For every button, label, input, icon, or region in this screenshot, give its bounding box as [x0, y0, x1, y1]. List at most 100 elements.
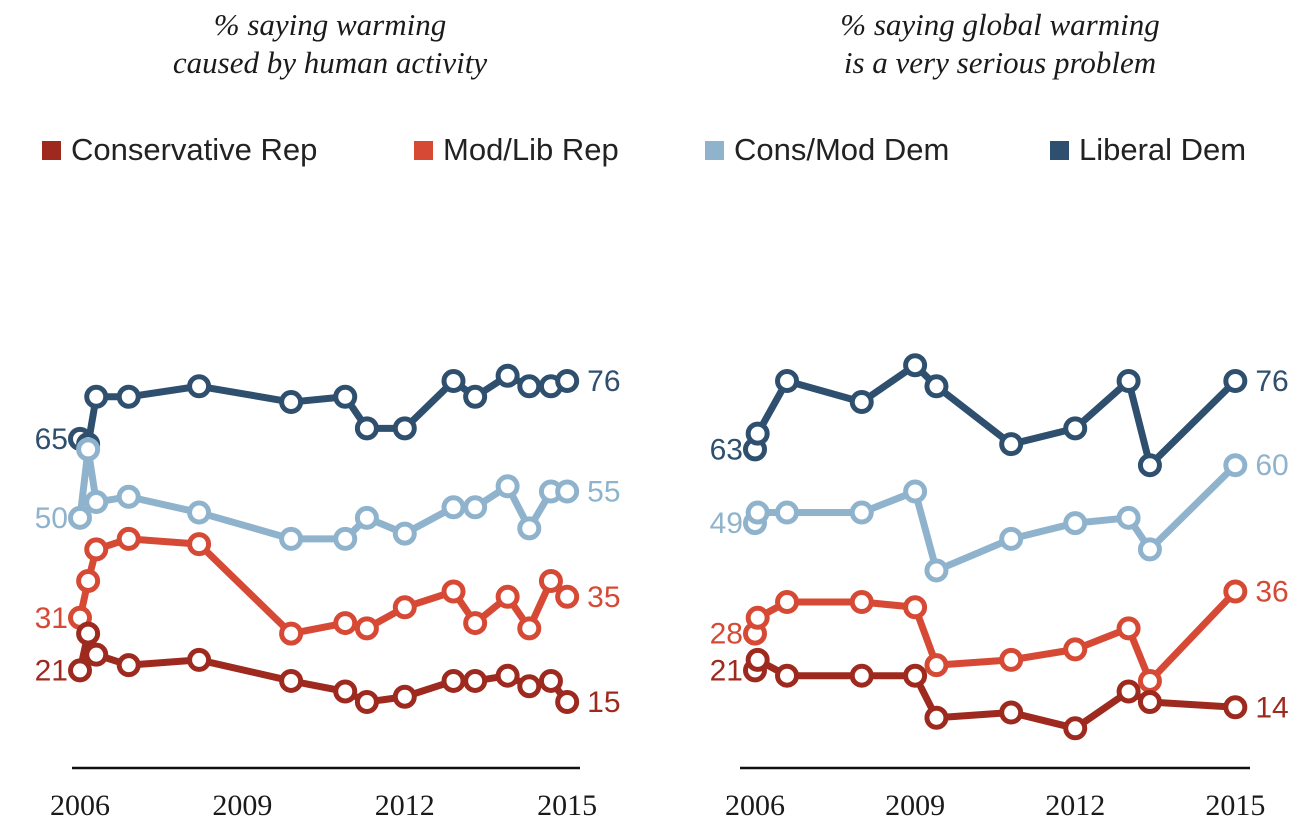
data-point-liberal-dem — [999, 432, 1024, 457]
data-point-mod-lib-rep — [1137, 668, 1162, 693]
x-tick-label: 2015 — [537, 789, 597, 822]
data-point-cons-mod-dem — [903, 479, 928, 504]
right-chart-title: % saying global warming is a very seriou… — [840, 7, 1160, 80]
start-value-label: 50 — [35, 502, 68, 535]
start-value-label: 65 — [35, 423, 68, 456]
legend-swatch-conservative-rep — [42, 140, 61, 160]
data-point-cons-mod-dem — [495, 474, 520, 499]
data-point-conservative-rep — [999, 700, 1024, 725]
data-point-mod-lib-rep — [517, 616, 542, 641]
data-point-cons-mod-dem — [463, 495, 488, 520]
data-point-mod-lib-rep — [76, 568, 101, 593]
data-point-liberal-dem — [775, 369, 800, 393]
x-tick-label: 2012 — [1045, 789, 1105, 822]
series-line-liberal-dem — [78, 372, 569, 448]
data-point-liberal-dem — [116, 384, 141, 409]
data-point-cons-mod-dem — [775, 500, 800, 525]
data-point-mod-lib-rep — [463, 611, 488, 636]
data-point-liberal-dem — [1223, 369, 1248, 393]
data-point-conservative-rep — [1063, 716, 1088, 741]
data-point-liberal-dem — [333, 384, 358, 409]
data-point-liberal-dem — [1137, 453, 1162, 478]
series-line-mod-lib-rep — [76, 535, 570, 638]
end-value-label: 55 — [587, 476, 620, 509]
start-value-label: 21 — [35, 654, 68, 687]
data-point-conservative-rep — [495, 663, 520, 688]
data-point-liberal-dem — [187, 374, 212, 399]
data-point-cons-mod-dem — [392, 521, 417, 546]
end-value-label: 36 — [1255, 575, 1288, 608]
legend-item-conservative-rep: Conservative Rep — [42, 132, 317, 168]
data-point-cons-mod-dem — [354, 505, 379, 530]
legend-item-cons-mod-dem: Cons/Mod Dem — [705, 132, 949, 168]
x-tick-label: 2012 — [375, 789, 435, 822]
data-point-conservative-rep — [279, 668, 304, 693]
end-value-label: 76 — [587, 365, 620, 398]
data-point-conservative-rep — [187, 647, 212, 672]
data-point-mod-lib-rep — [84, 537, 109, 562]
data-point-conservative-rep — [392, 684, 417, 709]
data-point-liberal-dem — [354, 416, 379, 441]
data-point-cons-mod-dem — [68, 505, 92, 530]
start-value-label: 49 — [710, 507, 743, 540]
data-point-mod-lib-rep — [441, 579, 466, 604]
data-point-conservative-rep — [849, 663, 874, 688]
data-point-cons-mod-dem — [849, 500, 874, 525]
end-value-label: 14 — [1255, 691, 1288, 724]
data-point-cons-mod-dem — [187, 500, 212, 525]
data-point-liberal-dem — [555, 369, 580, 393]
data-point-mod-lib-rep — [1223, 579, 1248, 604]
data-point-cons-mod-dem — [1137, 537, 1162, 562]
data-point-conservative-rep — [1137, 690, 1162, 714]
data-point-mod-lib-rep — [849, 590, 874, 615]
end-value-label: 15 — [587, 686, 620, 719]
data-point-conservative-rep — [745, 647, 770, 672]
legend-swatch-cons-mod-dem — [705, 140, 724, 160]
start-value-label: 63 — [710, 433, 743, 466]
data-point-conservative-rep — [76, 621, 101, 646]
data-point-cons-mod-dem — [924, 558, 949, 583]
series-line-conservative-rep — [76, 630, 570, 706]
data-point-liberal-dem — [1063, 416, 1088, 441]
data-point-conservative-rep — [517, 674, 542, 699]
data-point-mod-lib-rep — [116, 526, 141, 551]
data-point-mod-lib-rep — [187, 532, 212, 557]
data-point-mod-lib-rep — [555, 584, 580, 609]
data-point-conservative-rep — [903, 663, 928, 688]
data-point-cons-mod-dem — [76, 437, 101, 462]
start-value-label: 28 — [710, 618, 743, 651]
end-value-label: 35 — [587, 581, 620, 614]
x-tick-label: 2015 — [1205, 789, 1265, 822]
series-line-mod-lib-rep — [751, 589, 1238, 685]
data-point-conservative-rep — [1116, 679, 1141, 704]
data-point-cons-mod-dem — [1223, 453, 1248, 478]
legend-label: Conservative Rep — [71, 132, 318, 167]
x-tick-label: 2009 — [885, 789, 945, 822]
data-point-cons-mod-dem — [999, 526, 1024, 551]
data-point-liberal-dem — [903, 353, 928, 378]
start-value-label: 21 — [710, 654, 743, 687]
data-point-conservative-rep — [463, 668, 488, 693]
data-point-liberal-dem — [849, 390, 874, 415]
data-point-mod-lib-rep — [495, 584, 520, 609]
data-point-mod-lib-rep — [775, 590, 800, 615]
data-point-conservative-rep — [84, 642, 109, 667]
x-tick-label: 2006 — [50, 789, 110, 822]
end-value-label: 60 — [1255, 449, 1288, 482]
end-value-label: 76 — [1255, 365, 1288, 398]
data-point-liberal-dem — [1116, 369, 1141, 393]
data-point-mod-lib-rep — [538, 568, 563, 593]
data-point-cons-mod-dem — [1063, 511, 1088, 536]
data-point-conservative-rep — [775, 663, 800, 688]
data-point-liberal-dem — [463, 384, 488, 409]
data-point-mod-lib-rep — [1063, 637, 1088, 662]
legend: Conservative Rep Mod/Lib Rep Cons/Mod De… — [0, 132, 1311, 172]
data-point-liberal-dem — [84, 384, 109, 409]
data-point-cons-mod-dem — [1116, 505, 1141, 530]
data-point-conservative-rep — [333, 679, 358, 704]
data-point-liberal-dem — [924, 374, 949, 399]
data-point-mod-lib-rep — [903, 595, 928, 620]
data-point-conservative-rep — [924, 705, 949, 730]
data-point-conservative-rep — [116, 653, 141, 678]
